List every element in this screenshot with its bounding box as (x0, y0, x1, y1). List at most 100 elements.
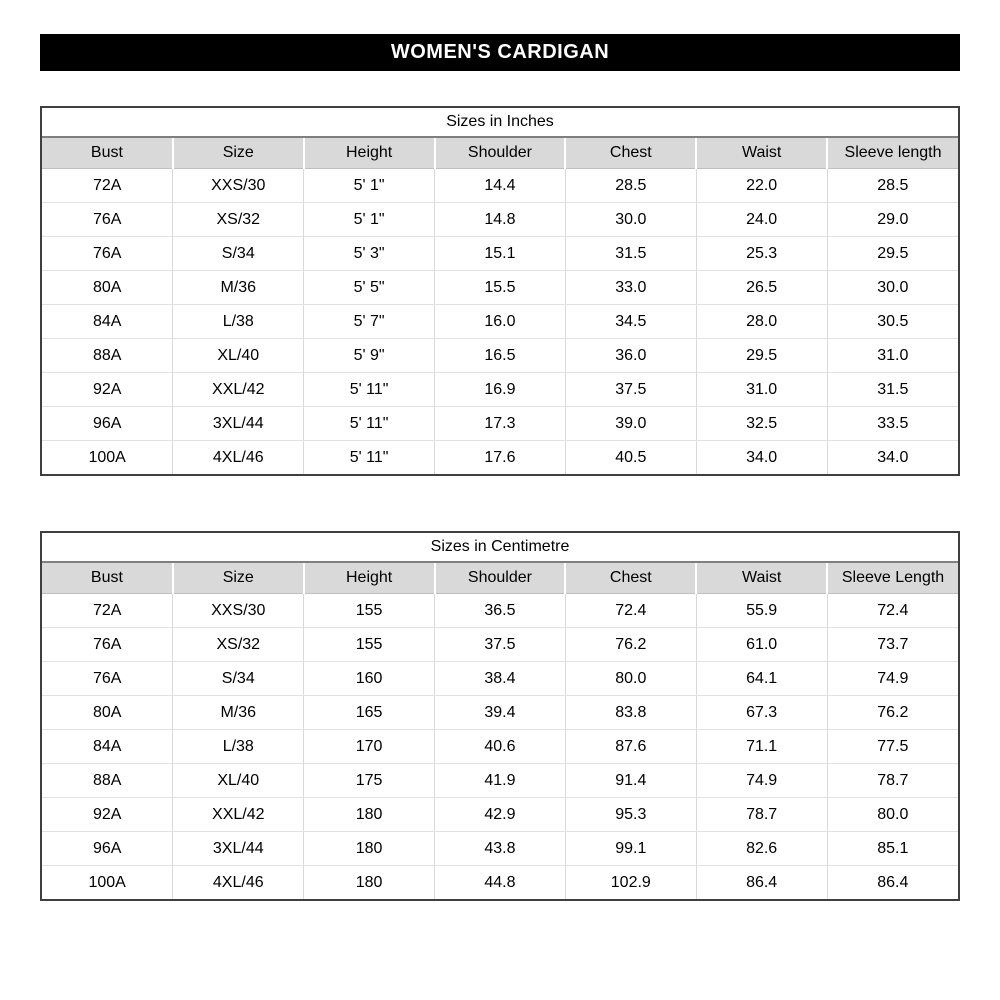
table-cell: 3XL/44 (172, 831, 305, 866)
table-cell: 180 (303, 865, 436, 899)
table-cell: 64.1 (696, 661, 828, 696)
table-cell: 5' 3" (303, 236, 436, 271)
table-cell: 74.9 (696, 763, 828, 798)
table-cell: 72.4 (565, 593, 697, 628)
table-cell: 92A (42, 797, 174, 832)
table-cell: 42.9 (434, 797, 566, 832)
column-header: Chest (565, 563, 698, 594)
table-cell: 34.0 (827, 440, 958, 474)
table-cell: 91.4 (565, 763, 697, 798)
table-cell: 78.7 (827, 763, 958, 798)
table-cell: 33.0 (565, 270, 697, 305)
table-row: 80A M/36 165 39.4 83.8 67.3 76.2 (42, 695, 958, 730)
table-row: 92A XXL/42 5' 11" 16.9 37.5 31.0 31.5 (42, 372, 958, 407)
table-cell: 180 (303, 831, 436, 866)
table-cell: 76.2 (565, 627, 697, 662)
table-cell: 14.8 (434, 202, 566, 237)
column-header: Height (303, 563, 436, 594)
sizes-in-centimetre-table: Sizes in Centimetre Bust Size Height Should… (40, 531, 960, 901)
table-cell: 5' 11" (303, 372, 436, 407)
table-row: 72A XXS/30 155 36.5 72.4 55.9 72.4 (42, 593, 958, 628)
column-header: Size (172, 563, 305, 594)
table-cell: L/38 (172, 729, 305, 764)
sizes-in-inches-table: Sizes in Inches Bust Size Height Shoulder Ch… (40, 106, 960, 476)
table-cell: L/38 (172, 304, 305, 339)
table-cell: 5' 5" (303, 270, 436, 305)
table-cell: 43.8 (434, 831, 566, 866)
table-cell: 25.3 (696, 236, 828, 271)
table-cell: 17.6 (434, 440, 566, 474)
table-title-centimetre: Sizes in Centimetre (42, 533, 958, 563)
table-cell: 180 (303, 797, 436, 832)
table-cell: 16.9 (434, 372, 566, 407)
table-cell: 88A (42, 763, 174, 798)
column-header: Shoulder (434, 138, 567, 169)
table-cell: XXS/30 (172, 168, 305, 203)
table-cell: 3XL/44 (172, 406, 305, 441)
table-cell: 17.3 (434, 406, 566, 441)
table-cell: 83.8 (565, 695, 697, 730)
table-row: 84A L/38 5' 7" 16.0 34.5 28.0 30.5 (42, 304, 958, 339)
table-cell: 76A (42, 236, 174, 271)
table-cell: 76.2 (827, 695, 958, 730)
table-cell: XL/40 (172, 338, 305, 373)
table-cell: 28.5 (827, 168, 958, 203)
column-header: Shoulder (434, 563, 567, 594)
table-cell: S/34 (172, 236, 305, 271)
table-cell: 96A (42, 831, 174, 866)
table-cell: 87.6 (565, 729, 697, 764)
table-cell: 33.5 (827, 406, 958, 441)
table-cell: 30.0 (827, 270, 958, 305)
table-cell: 74.9 (827, 661, 958, 696)
table-cell: 67.3 (696, 695, 828, 730)
table-cell: 155 (303, 593, 436, 628)
table-row: 80A M/36 5' 5" 15.5 33.0 26.5 30.0 (42, 270, 958, 305)
table-cell: 15.5 (434, 270, 566, 305)
table-cell: 36.0 (565, 338, 697, 373)
column-header: Sleeve length (827, 138, 958, 169)
column-header: Sleeve Length (827, 563, 958, 594)
table-cell: 31.0 (696, 372, 828, 407)
column-header: Waist (696, 563, 829, 594)
table-cell: 30.0 (565, 202, 697, 237)
table-row: 100A 4XL/46 5' 11" 17.6 40.5 34.0 34.0 (42, 440, 958, 474)
table-row: 88A XL/40 175 41.9 91.4 74.9 78.7 (42, 763, 958, 798)
table-row: 76A XS/32 155 37.5 76.2 61.0 73.7 (42, 627, 958, 662)
table-cell: 72A (42, 593, 174, 628)
table-cell: 85.1 (827, 831, 958, 866)
table-cell: 34.5 (565, 304, 697, 339)
table-cell: 175 (303, 763, 436, 798)
table-row: 92A XXL/42 180 42.9 95.3 78.7 80.0 (42, 797, 958, 832)
table-cell: XXL/42 (172, 797, 305, 832)
table-cell: XS/32 (172, 627, 305, 662)
table-cell: 73.7 (827, 627, 958, 662)
table-cell: 16.0 (434, 304, 566, 339)
table-cell: 32.5 (696, 406, 828, 441)
table-cell: 38.4 (434, 661, 566, 696)
table-cell: 77.5 (827, 729, 958, 764)
table-cell: 86.4 (827, 865, 958, 899)
table-cell: 80A (42, 695, 174, 730)
table-cell: M/36 (172, 270, 305, 305)
table-cell: 37.5 (434, 627, 566, 662)
table-cell: 44.8 (434, 865, 566, 899)
table-cell: 88A (42, 338, 174, 373)
table-cell: 31.5 (827, 372, 958, 407)
table-cell: 5' 11" (303, 406, 436, 441)
table-cell: XXS/30 (172, 593, 305, 628)
table-cell: 92A (42, 372, 174, 407)
table-cell: 5' 1" (303, 202, 436, 237)
table-cell: 4XL/46 (172, 865, 305, 899)
table-cell: 5' 1" (303, 168, 436, 203)
table-cell: 40.5 (565, 440, 697, 474)
table-cell: 39.0 (565, 406, 697, 441)
table-cell: 71.1 (696, 729, 828, 764)
table-cell: 72.4 (827, 593, 958, 628)
table-cell: 5' 11" (303, 440, 436, 474)
table-row: 84A L/38 170 40.6 87.6 71.1 77.5 (42, 729, 958, 764)
table-cell: 41.9 (434, 763, 566, 798)
table-cell: 82.6 (696, 831, 828, 866)
table-cell: 16.5 (434, 338, 566, 373)
header-row: Bust Size Height Shoulder Chest Waist Sleeve L… (42, 563, 958, 594)
